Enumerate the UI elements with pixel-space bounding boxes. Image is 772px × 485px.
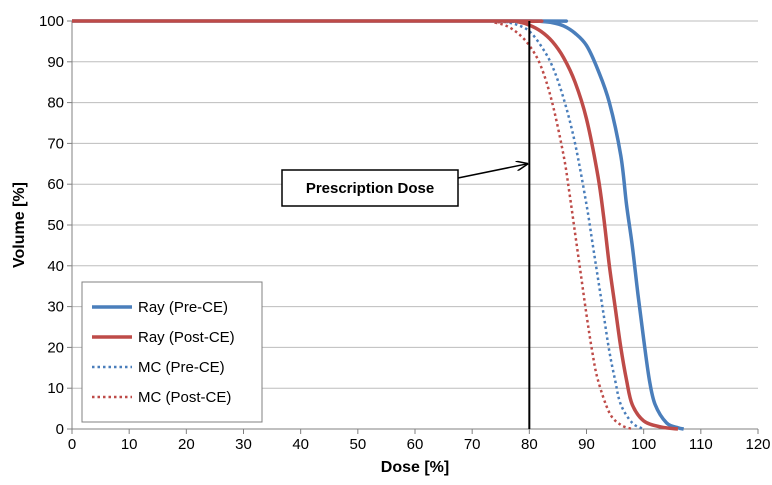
x-tick-label: 80 bbox=[521, 436, 538, 453]
x-tick-label: 120 bbox=[745, 436, 770, 453]
y-axis-title: Volume [%] bbox=[11, 182, 28, 268]
legend: Ray (Pre-CE) Ray (Post-CE) MC (Pre-CE) MC (… bbox=[81, 281, 263, 423]
legend-label: Ray (Post-CE) bbox=[138, 329, 235, 346]
annotation-arrow bbox=[457, 164, 527, 179]
x-tick-label: 60 bbox=[407, 436, 424, 453]
y-tick-label: 20 bbox=[47, 339, 64, 356]
y-tick-label: 100 bbox=[39, 13, 64, 30]
y-tick-label: 10 bbox=[47, 380, 64, 397]
series-line-ray-post-ce bbox=[72, 19, 679, 431]
series-layer bbox=[72, 19, 685, 431]
axis-layer: 0 10 20 30 40 50 60 70 80 90 100 0 10 20 30 40 50 60 70 80 9… bbox=[39, 13, 771, 453]
y-tick-label: 90 bbox=[47, 54, 64, 71]
y-tick-label: 60 bbox=[47, 176, 64, 193]
x-tick-label: 100 bbox=[631, 436, 656, 453]
y-tick-label: 0 bbox=[56, 421, 64, 438]
x-tick-label: 10 bbox=[121, 436, 138, 453]
annotation-label: Prescription Dose bbox=[306, 180, 434, 197]
x-tick-label: 20 bbox=[178, 436, 195, 453]
annotation-box bbox=[281, 169, 459, 207]
x-tick-label: 30 bbox=[235, 436, 252, 453]
series-line-mc-pre-ce bbox=[72, 19, 645, 431]
series-line-ray-pre-ce bbox=[72, 19, 685, 431]
y-tick-label: 70 bbox=[47, 135, 64, 152]
annotation-layer: Prescription Dose bbox=[281, 164, 527, 207]
x-tick-label: 50 bbox=[349, 436, 366, 453]
y-tick-label: 40 bbox=[47, 258, 64, 275]
legend-label: MC (Post-CE) bbox=[138, 389, 231, 406]
x-axis-title: Dose [%] bbox=[381, 459, 449, 476]
y-tick-label: 30 bbox=[47, 299, 64, 316]
x-tick-label: 90 bbox=[578, 436, 595, 453]
y-tick-label: 80 bbox=[47, 95, 64, 112]
legend-label: MC (Pre-CE) bbox=[138, 359, 225, 376]
x-tick-label: 110 bbox=[689, 436, 713, 453]
x-tick-label: 40 bbox=[292, 436, 309, 453]
legend-label: Ray (Pre-CE) bbox=[138, 299, 228, 316]
x-tick-label: 70 bbox=[464, 436, 481, 453]
y-tick-label: 50 bbox=[47, 217, 64, 234]
x-tick-label: 0 bbox=[68, 436, 76, 453]
